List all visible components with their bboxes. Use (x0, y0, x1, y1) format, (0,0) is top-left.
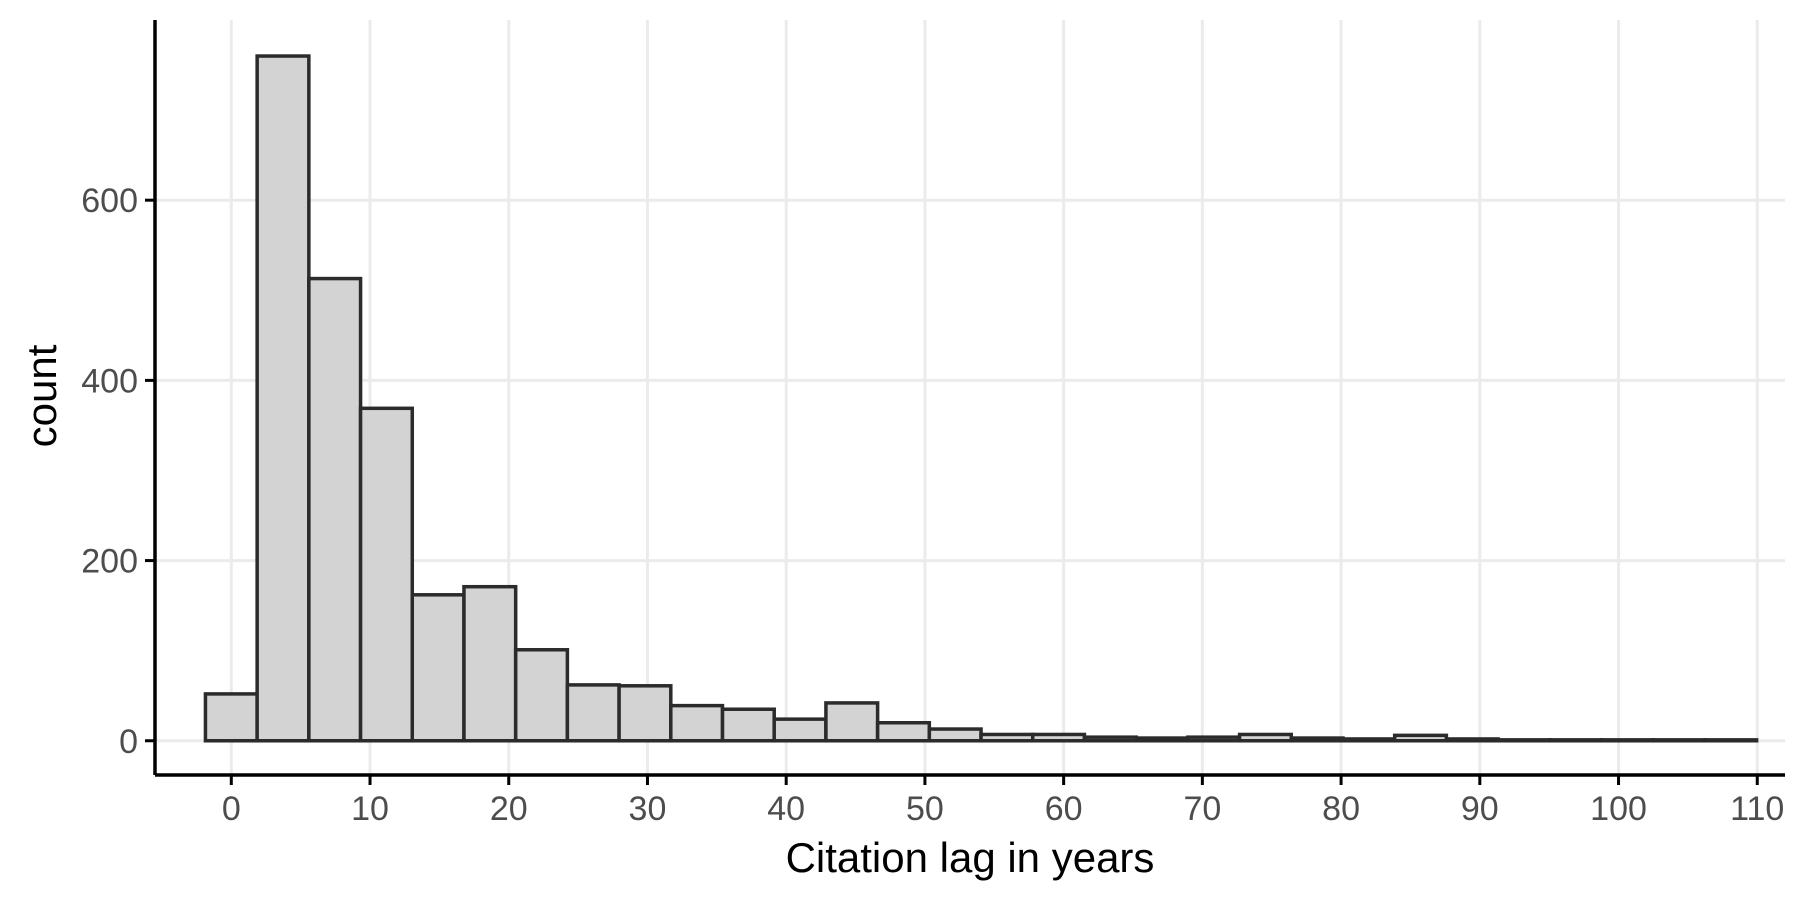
y-tick-label: 200 (81, 543, 138, 581)
histogram-bar (1496, 738, 1552, 743)
y-tick-label: 600 (81, 182, 138, 220)
x-tick-label: 10 (351, 790, 389, 828)
histogram-bar (1186, 735, 1242, 743)
x-tick-label: 60 (1045, 790, 1083, 828)
histogram-bar (255, 54, 311, 743)
histogram-bar (720, 707, 776, 743)
histogram-bar (1082, 735, 1138, 743)
histogram-bar (1599, 738, 1655, 743)
x-axis-title: Citation lag in years (786, 834, 1155, 881)
histogram-bar (772, 717, 828, 743)
x-tick-label: 40 (767, 790, 805, 828)
histogram-bar (824, 701, 880, 743)
x-tick-label: 90 (1461, 790, 1499, 828)
histogram-bar (410, 593, 466, 743)
histogram-bar (875, 720, 932, 743)
histogram-bar (1444, 737, 1500, 743)
x-tick-label: 100 (1590, 790, 1647, 828)
x-tick-label: 70 (1183, 790, 1221, 828)
histogram-bar (1289, 736, 1345, 743)
histogram-bar (1030, 732, 1087, 743)
histogram-bar (927, 727, 983, 743)
x-tick-label: 20 (490, 790, 528, 828)
axes-layer (153, 20, 1785, 777)
ticks-layer: 0 10 20 30 40 50 60 70 80 90 100 110 0 200 400 600 (81, 182, 1784, 828)
histogram-bar (1341, 737, 1397, 743)
x-tick-label: 30 (629, 790, 667, 828)
y-tick-label: 0 (119, 723, 138, 761)
y-tick-label: 400 (81, 362, 138, 400)
histogram-bar (1703, 738, 1759, 743)
x-tick-label: 0 (222, 790, 241, 828)
histogram-bar (1134, 736, 1190, 743)
histogram-bar (203, 692, 259, 743)
histogram-bar (1651, 738, 1707, 743)
bars-layer (203, 54, 1759, 743)
histogram-bar (617, 684, 673, 743)
y-axis-title: count (18, 344, 65, 447)
histogram-bar (1392, 733, 1449, 743)
histogram-bar (669, 703, 725, 743)
histogram-bar (513, 648, 570, 743)
histogram-bar (565, 683, 621, 743)
histogram-bar (1237, 732, 1294, 743)
histogram-bar (307, 276, 363, 743)
histogram-bar (462, 584, 518, 743)
x-tick-label: 110 (1730, 790, 1784, 828)
x-tick-label: 50 (906, 790, 944, 828)
histogram-bar (1548, 738, 1604, 743)
histogram-bar (358, 406, 415, 743)
x-tick-label: 80 (1322, 790, 1360, 828)
histogram-bar (979, 732, 1035, 743)
